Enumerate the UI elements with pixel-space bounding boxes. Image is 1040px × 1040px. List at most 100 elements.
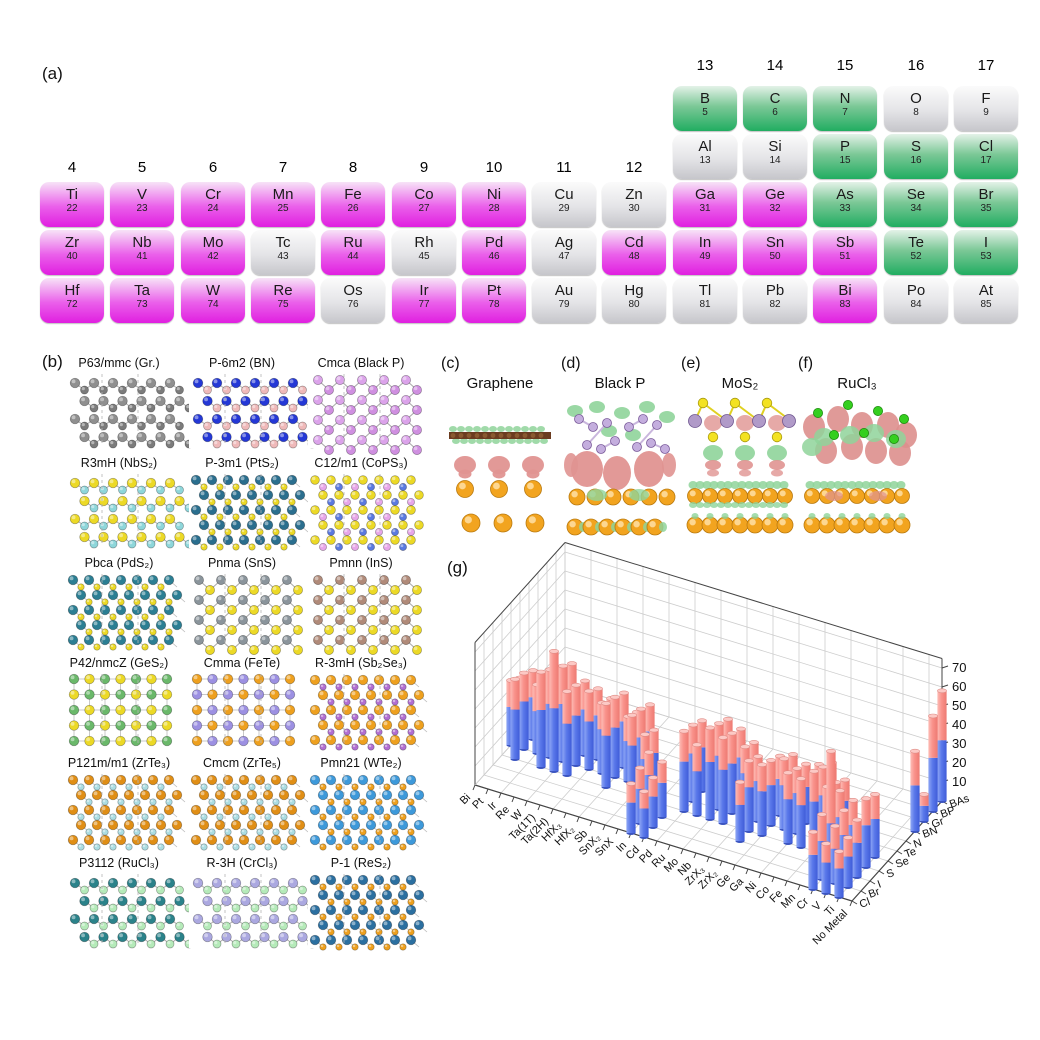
structure-tile: Cmcm (ZrTe₅) (189, 756, 309, 851)
element-cell-Zn: Zn 30 (602, 182, 666, 227)
element-symbol: Al (698, 138, 712, 155)
family-axis-label: Cl (858, 896, 872, 911)
crystal-structure-image (189, 672, 296, 748)
family-axis-label: BN (921, 824, 940, 841)
element-cell-Co: Co 27 (392, 182, 456, 227)
element-symbol: V (136, 186, 147, 203)
element-number: 17 (980, 155, 992, 166)
element-cell-Sb: Sb 51 (813, 230, 877, 275)
element-number: 44 (347, 251, 359, 262)
panel-b-label: (b) (42, 352, 63, 371)
structure-tile: Pbca (PdS₂) (66, 556, 186, 651)
stacked-bar-Nb-S (718, 735, 728, 825)
element-number: 25 (277, 203, 289, 214)
element-symbol: P (839, 138, 850, 155)
structure-tile: R-3mH (Sb₂Se₃) (308, 656, 428, 751)
charge-panel-marker: (c) (441, 355, 460, 372)
structure-tile: Pnma (SnS) (189, 556, 303, 655)
stacked-bar-Pt-S (510, 676, 520, 761)
element-number: 32 (769, 203, 781, 214)
element-symbol: Po (906, 282, 926, 299)
charge-density-image (564, 401, 676, 536)
element-cell-Ti: Ti 22 (40, 182, 104, 227)
crystal-structure-image (66, 572, 186, 651)
family-axis-label: BP (939, 805, 957, 821)
space-group-label: P-3m1 (PtS₂) (205, 456, 279, 470)
charge-panel-marker: (d) (561, 355, 581, 372)
element-cell-V: V 23 (110, 182, 174, 227)
structure-tile: P-1 (ReS₂) (308, 856, 428, 951)
element-number: 46 (488, 251, 500, 262)
group-header-9: 9 (419, 159, 429, 176)
element-symbol: In (698, 234, 712, 251)
element-number: 78 (488, 299, 500, 310)
element-cell-Hg: Hg 80 (602, 278, 666, 323)
crystal-structure-image (308, 672, 428, 751)
element-number: 8 (913, 107, 919, 118)
element-symbol: Tl (698, 282, 712, 299)
element-number: 47 (558, 251, 570, 262)
crystal-structure-image (189, 872, 317, 949)
crystal-structure-image (308, 872, 428, 951)
element-symbol: W (205, 282, 221, 299)
stacked-bar-Ni-S (783, 770, 793, 845)
element-number: 28 (488, 203, 500, 214)
structure-tile: P63/mmc (Gr.) (66, 356, 194, 449)
group-header-16: 16 (907, 57, 925, 74)
crystal-structure-image (308, 372, 422, 455)
element-number: 29 (558, 203, 570, 214)
element-cell-P: P 15 (813, 134, 877, 179)
stacked-bar-Re-S (536, 669, 546, 769)
element-cell-Cl: Cl 17 (954, 134, 1018, 179)
element-symbol: Ti (66, 186, 78, 203)
element-symbol: Ni (486, 186, 502, 203)
element-symbol: O (910, 90, 922, 107)
z-tick-label: 30 (952, 736, 966, 751)
stacked-bar-Ta(1T)-Se (571, 682, 581, 767)
element-cell-Pd: Pd 46 (462, 230, 526, 275)
group-header-6: 6 (208, 159, 218, 176)
z-tick-label: 70 (952, 660, 966, 675)
structure-tile: P-3m1 (PtS₂) (189, 456, 309, 551)
crystal-structure-image (66, 672, 173, 748)
space-group-label: Cmca (Black P) (317, 356, 405, 370)
element-cell-Si: Si 14 (743, 134, 807, 179)
element-symbol: Mo (202, 234, 224, 251)
element-symbol: Mn (272, 186, 294, 203)
panel-g-label: (g) (447, 558, 468, 577)
charge-panel-blackp: (d) Black P (561, 355, 676, 550)
family-axis-label: Br (867, 886, 882, 901)
crystal-structure-image (66, 472, 194, 549)
element-cell-Tc: Tc 43 (251, 230, 315, 275)
element-cell-Pt: Pt 78 (462, 278, 526, 323)
element-number: 5 (702, 107, 708, 118)
stacked-bar-Ta(2H)-Se (584, 688, 594, 771)
element-symbol: Au (554, 282, 574, 299)
family-axis-label: N (912, 837, 924, 851)
element-cell-Br: Br 35 (954, 182, 1018, 227)
element-number: 79 (558, 299, 570, 310)
element-number: 76 (347, 299, 359, 310)
element-number: 53 (980, 251, 992, 262)
element-cell-Ge: Ge 32 (743, 182, 807, 227)
element-number: 34 (910, 203, 922, 214)
family-axis-label: S (885, 867, 896, 881)
element-symbol: Ge (764, 186, 785, 203)
crystal-structure-image (308, 472, 424, 551)
z-tick-label: 60 (952, 679, 966, 694)
charge-panel-title: RuCl₃ (837, 375, 877, 392)
element-cell-Al: Al 13 (673, 134, 737, 179)
crystal-structure-image (66, 872, 194, 949)
space-group-label: C12/m1 (CoPS₃) (314, 456, 408, 470)
charge-panel-rucl3: (f) RuCl₃ (798, 355, 917, 550)
element-number: 43 (277, 251, 289, 262)
element-cell-Nb: Nb 41 (110, 230, 174, 275)
element-cell-Sn: Sn 50 (743, 230, 807, 275)
element-cell-Ga: Ga 31 (673, 182, 737, 227)
element-symbol: At (978, 282, 994, 299)
element-cell-Ru: Ru 44 (321, 230, 385, 275)
crystal-structure-image (66, 772, 186, 851)
family-axis-label: I (876, 878, 883, 890)
family-axis-label: Gr (930, 815, 946, 831)
element-cell-Te: Te 52 (884, 230, 948, 275)
